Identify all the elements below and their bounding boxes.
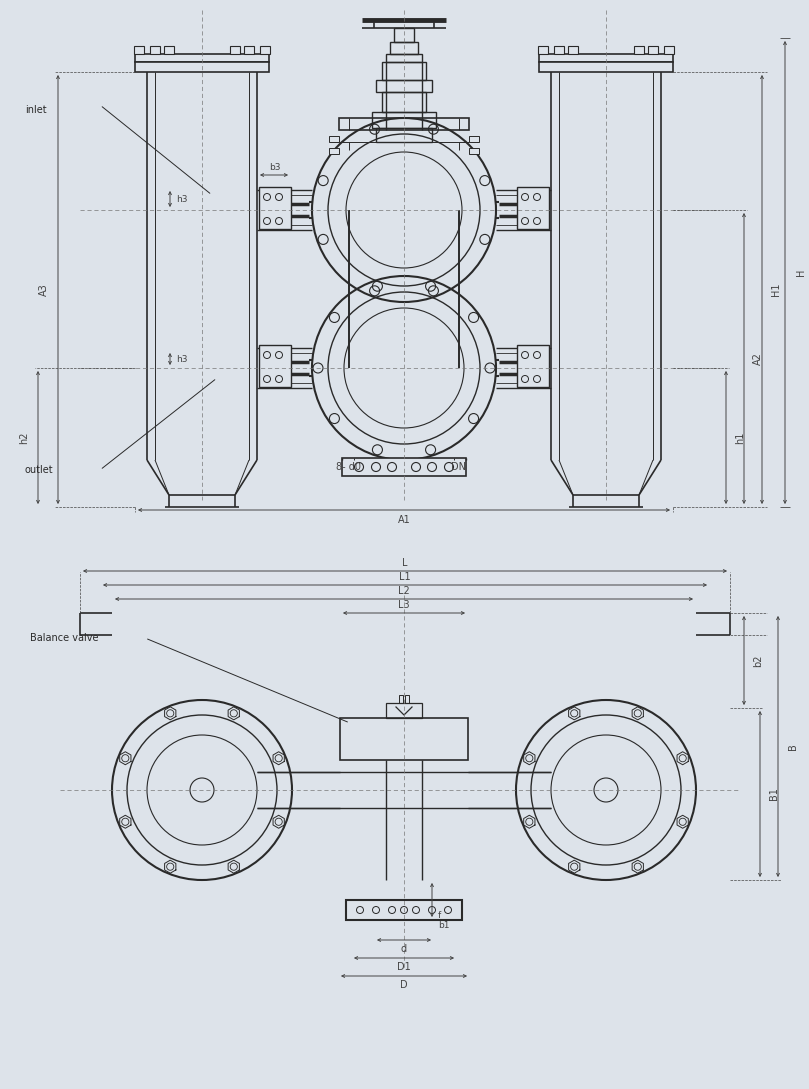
Bar xyxy=(244,46,254,54)
Text: H1: H1 xyxy=(771,283,781,296)
Text: d: d xyxy=(401,944,407,954)
Bar xyxy=(394,28,414,42)
Bar xyxy=(135,62,269,72)
Bar xyxy=(340,718,468,760)
Bar xyxy=(135,54,269,62)
Text: A1: A1 xyxy=(398,515,410,525)
Bar xyxy=(469,136,479,142)
Bar xyxy=(376,129,432,142)
Text: L1: L1 xyxy=(399,572,411,582)
Bar xyxy=(390,42,418,54)
Text: h2: h2 xyxy=(19,431,29,443)
Text: A3: A3 xyxy=(39,283,49,296)
Bar xyxy=(230,46,240,54)
Text: Balance valve: Balance valve xyxy=(30,633,99,643)
Text: h3: h3 xyxy=(176,355,188,364)
Bar xyxy=(517,187,549,229)
Text: f: f xyxy=(438,910,441,919)
Bar xyxy=(150,46,160,54)
Text: outlet: outlet xyxy=(25,465,53,475)
Bar xyxy=(259,187,291,229)
Bar xyxy=(342,458,466,476)
Bar xyxy=(339,118,469,130)
Bar xyxy=(517,345,549,387)
Text: A2: A2 xyxy=(753,352,763,365)
Bar xyxy=(399,695,403,703)
Bar xyxy=(539,62,673,72)
Text: D: D xyxy=(400,980,408,990)
Text: h3: h3 xyxy=(176,195,188,204)
Bar xyxy=(329,136,339,142)
Text: H: H xyxy=(796,269,806,277)
Bar xyxy=(648,46,658,54)
Bar xyxy=(386,703,422,718)
Text: L3: L3 xyxy=(398,600,410,610)
Bar xyxy=(346,900,462,920)
Bar xyxy=(372,112,436,129)
Bar xyxy=(634,46,644,54)
Bar xyxy=(568,46,578,54)
Text: inlet: inlet xyxy=(25,105,47,115)
Bar xyxy=(134,46,144,54)
Bar xyxy=(554,46,564,54)
Bar xyxy=(376,79,432,91)
Text: L2: L2 xyxy=(398,586,410,596)
Bar xyxy=(469,148,479,154)
Bar xyxy=(386,54,422,62)
Text: b1: b1 xyxy=(438,920,450,930)
Bar xyxy=(405,695,409,703)
Bar xyxy=(664,46,674,54)
Text: D1: D1 xyxy=(397,962,411,972)
Text: DN: DN xyxy=(451,462,467,472)
Text: h1: h1 xyxy=(735,431,745,443)
Text: b3: b3 xyxy=(269,162,281,171)
Bar xyxy=(164,46,174,54)
Bar xyxy=(538,46,548,54)
Text: B: B xyxy=(788,743,798,750)
Bar xyxy=(259,345,291,387)
Bar xyxy=(382,62,426,79)
Text: b2: b2 xyxy=(753,654,763,666)
Text: 8- d0: 8- d0 xyxy=(337,462,362,472)
Text: B1: B1 xyxy=(769,787,779,800)
Text: L: L xyxy=(402,558,408,568)
Bar xyxy=(382,91,426,112)
Bar xyxy=(329,148,339,154)
Bar xyxy=(260,46,270,54)
Bar xyxy=(539,54,673,62)
